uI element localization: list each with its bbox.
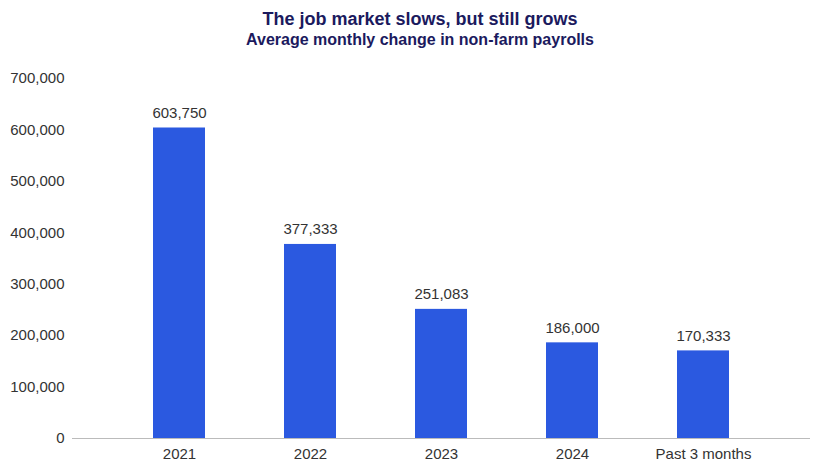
svg-text:500,000: 500,000 [10,172,64,189]
svg-text:186,000: 186,000 [545,319,599,336]
svg-text:400,000: 400,000 [10,224,64,241]
svg-text:603,750: 603,750 [152,104,206,121]
svg-text:700,000: 700,000 [10,69,64,86]
svg-text:100,000: 100,000 [10,378,64,395]
svg-text:2023: 2023 [425,445,458,462]
svg-text:170,333: 170,333 [676,327,730,344]
svg-text:600,000: 600,000 [10,121,64,138]
svg-text:2021: 2021 [163,445,196,462]
svg-text:300,000: 300,000 [10,275,64,292]
html-text:The job market slows, but stil: The job market slows, but still grows [262,9,578,29]
svg-text:Past 3 months: Past 3 months [656,445,752,462]
html-text:Average monthly change in non-: Average monthly change in non-farm payro… [246,31,594,48]
svg-text:377,333: 377,333 [283,220,337,237]
svg-text:0: 0 [56,429,64,446]
svg-text:2022: 2022 [294,445,327,462]
svg-text:200,000: 200,000 [10,326,64,343]
svg-text:2024: 2024 [556,445,589,462]
svg-text:251,083: 251,083 [414,285,468,302]
